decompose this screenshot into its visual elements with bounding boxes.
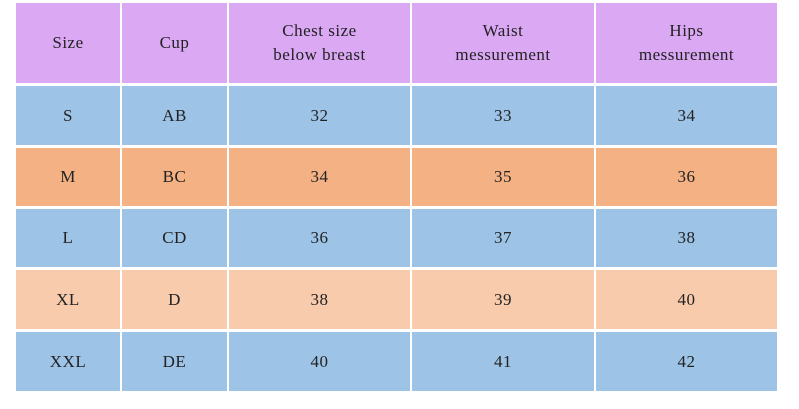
table-cell: L bbox=[16, 209, 120, 267]
table-cell: 39 bbox=[412, 270, 594, 329]
table-cell: S bbox=[16, 86, 120, 145]
table-cell: AB bbox=[122, 86, 227, 145]
header-cell: Size bbox=[16, 3, 120, 83]
table-cell: 40 bbox=[596, 270, 777, 329]
table-cell: XXL bbox=[16, 332, 120, 391]
table-cell: 40 bbox=[229, 332, 410, 391]
table-cell: M bbox=[16, 148, 120, 206]
table-cell: D bbox=[122, 270, 227, 329]
header-cell: Waist messurement bbox=[412, 3, 594, 83]
table-cell: 37 bbox=[412, 209, 594, 267]
table-cell: 33 bbox=[412, 86, 594, 145]
table-cell: 32 bbox=[229, 86, 410, 145]
header-cell: Chest size below breast bbox=[229, 3, 410, 83]
table-cell: 38 bbox=[596, 209, 777, 267]
table-cell: 35 bbox=[412, 148, 594, 206]
table-cell: 34 bbox=[229, 148, 410, 206]
table-cell: 38 bbox=[229, 270, 410, 329]
header-cell: Hips messurement bbox=[596, 3, 777, 83]
header-cell: Cup bbox=[122, 3, 227, 83]
table-cell: DE bbox=[122, 332, 227, 391]
table-cell: CD bbox=[122, 209, 227, 267]
table-cell: 42 bbox=[596, 332, 777, 391]
table-cell: 41 bbox=[412, 332, 594, 391]
table-cell: 36 bbox=[229, 209, 410, 267]
table-cell: XL bbox=[16, 270, 120, 329]
table-cell: 36 bbox=[596, 148, 777, 206]
table-cell: BC bbox=[122, 148, 227, 206]
table-cell: 34 bbox=[596, 86, 777, 145]
